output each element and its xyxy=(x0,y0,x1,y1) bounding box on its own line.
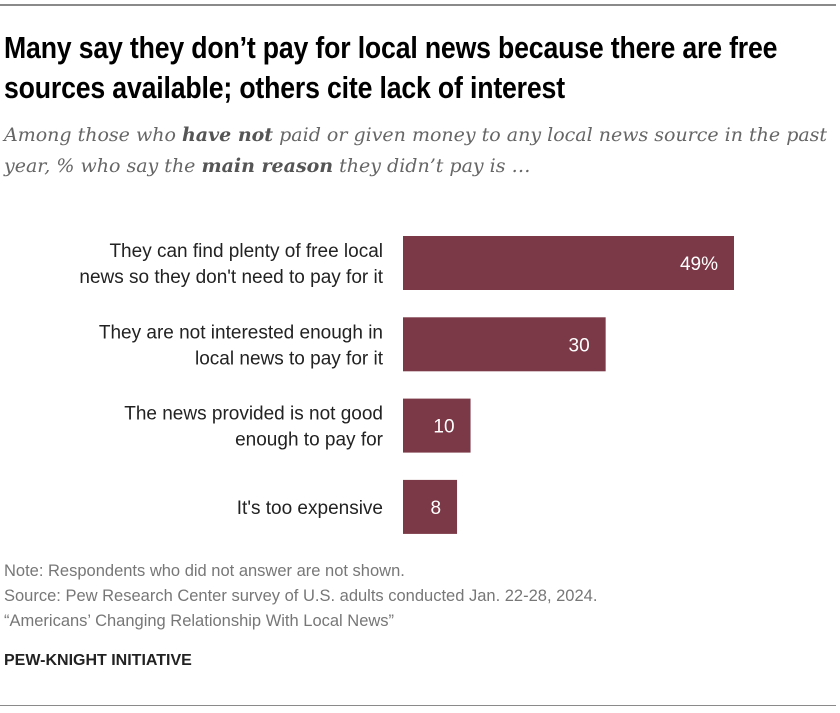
data-label: 49% xyxy=(680,254,718,275)
category-label: local news to pay for it xyxy=(195,348,384,369)
data-label: 10 xyxy=(433,417,454,438)
data-label: 30 xyxy=(569,335,590,356)
category-label: The news provided is not good xyxy=(124,404,383,425)
bar xyxy=(403,317,606,372)
category-label: They can find plenty of free local xyxy=(109,241,383,262)
data-label: 8 xyxy=(430,498,441,519)
category-label: enough to pay for xyxy=(235,430,384,451)
category-label: It's too expensive xyxy=(237,498,383,519)
brand-label: PEW-KNIGHT INITIATIVE xyxy=(4,652,192,669)
report-title: “Americans’ Changing Relationship With L… xyxy=(4,612,395,630)
category-label: news so they don't need to pay for it xyxy=(79,267,383,288)
bar xyxy=(403,236,734,290)
bar xyxy=(403,398,471,453)
bar xyxy=(403,479,458,534)
category-label: They are not interested enough in xyxy=(99,322,383,343)
chart-subtitle: Among those who have not paid or given m… xyxy=(4,124,828,177)
source: Source: Pew Research Center survey of U.… xyxy=(4,587,598,605)
note: Note: Respondents who did not answer are… xyxy=(4,562,405,580)
bar-chart: 49% They can find plenty of free local new… xyxy=(79,236,734,534)
chart-title: Many say they don’t pay for local news b… xyxy=(4,30,778,105)
bottom-rule xyxy=(0,705,836,706)
top-rule xyxy=(0,4,836,6)
